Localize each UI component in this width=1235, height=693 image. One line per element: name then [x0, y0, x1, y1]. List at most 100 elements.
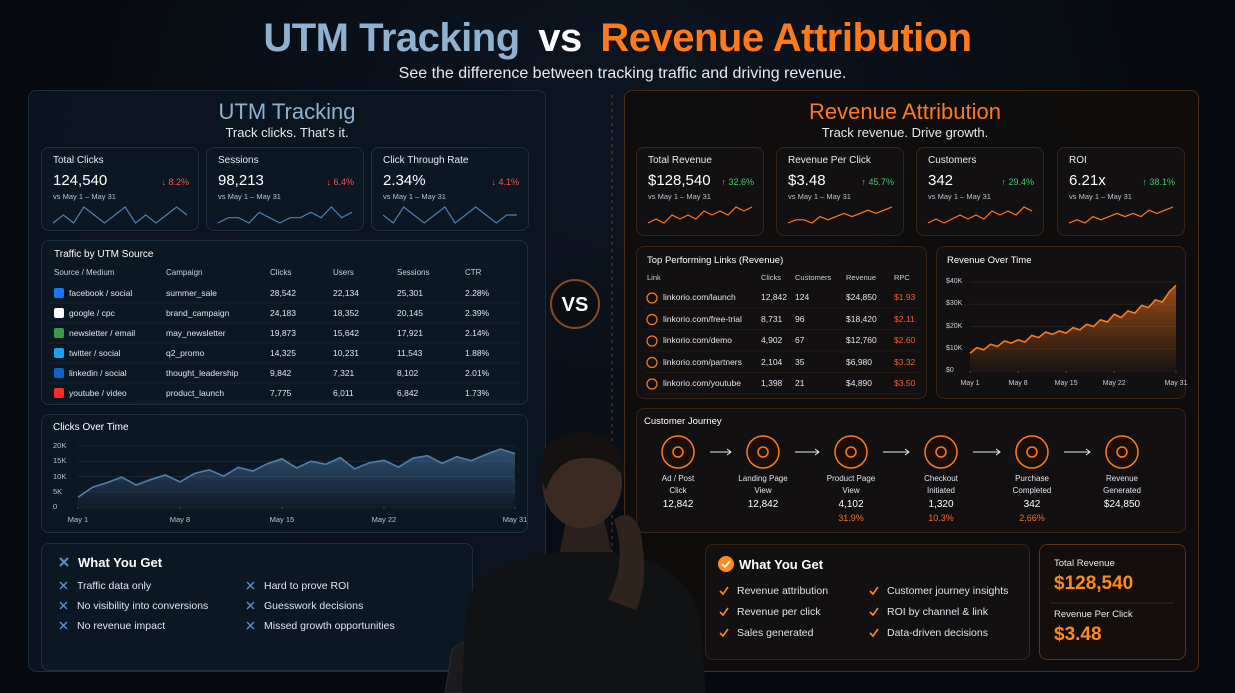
table-cell: linkorio.com/demo	[663, 335, 732, 345]
table-cell: youtube / video	[69, 388, 127, 398]
step-icon-glyph	[845, 446, 857, 458]
check-icon	[719, 586, 729, 596]
step-label: Product Page View	[826, 474, 876, 495]
table-cell: brand_campaign	[166, 308, 230, 318]
step-value: 12,842	[662, 499, 694, 510]
y-tick-label: 0	[53, 502, 58, 511]
benefit-item: Hard to prove ROI	[264, 580, 350, 592]
cross-icon	[59, 621, 68, 630]
column-header: CTR	[465, 268, 482, 277]
kpi-value: $128,540	[648, 172, 711, 189]
cross-icon	[246, 601, 255, 610]
kpi-period: vs May 1 – May 31	[1069, 192, 1132, 201]
table-cell: 25,301	[397, 288, 423, 298]
table-cell: 17,921	[397, 328, 423, 338]
kpi-card	[41, 147, 199, 231]
benefits-title: What You Get	[739, 557, 824, 572]
y-tick-label: $0	[946, 367, 954, 374]
table-cell: 35	[795, 356, 805, 367]
link-icon	[646, 335, 658, 347]
column-header: Users	[333, 268, 354, 277]
table-cell: 4,902	[761, 335, 783, 345]
kpi-card	[916, 147, 1044, 236]
column-header: Customers	[795, 273, 832, 282]
step-value: 12,842	[747, 499, 779, 510]
x-tick-label: May 22	[1102, 380, 1126, 387]
benefit-item: Traffic data only	[77, 580, 152, 592]
column-header: Source / Medium	[54, 268, 115, 277]
table-cell: 1.88%	[465, 348, 490, 358]
step-icon-glyph	[1026, 446, 1038, 458]
check-icon	[869, 586, 879, 596]
table-cell: product_launch	[166, 388, 225, 398]
column-header: Clicks	[270, 268, 292, 277]
table-cell: $3.32	[894, 356, 916, 367]
benefit-item: Revenue per click	[737, 606, 821, 618]
subtitle: See the difference between tracking traf…	[398, 65, 847, 82]
kpi-period: vs May 1 – May 31	[928, 192, 991, 201]
table-cell: $2.11	[894, 313, 915, 324]
source-icon	[54, 368, 64, 378]
link-icon	[646, 313, 658, 326]
kpi-value: $3.48	[788, 172, 826, 189]
step-value: 4,102	[838, 499, 864, 510]
sparkline	[1068, 206, 1174, 224]
x-tick-label: May 8	[169, 515, 191, 524]
table-cell: 1.73%	[465, 388, 490, 398]
step-label: Landing Page View	[738, 474, 788, 495]
check-icon	[719, 607, 729, 617]
table-cell: 15,642	[333, 328, 359, 338]
kpi-change: ↓ 4.1%	[491, 177, 519, 187]
check-icon	[719, 628, 729, 638]
kpi-period: vs May 1 – May 31	[53, 192, 116, 201]
step-label: Ad / Post Click	[661, 474, 695, 495]
torso	[462, 550, 706, 693]
benefits-card	[41, 543, 473, 671]
table-cell: google / cpc	[69, 308, 115, 318]
totals-card	[1039, 544, 1186, 660]
table-cell: 2.01%	[465, 368, 490, 378]
table-cell: q2_promo	[166, 348, 205, 358]
sparkline	[382, 206, 517, 224]
column-header: Clicks	[761, 273, 781, 282]
sparkline	[647, 206, 753, 224]
table-cell: 28,542	[270, 288, 296, 298]
table-cell: 6,011	[333, 388, 354, 398]
source-icon	[54, 348, 64, 358]
benefit-item: Guesswork decisions	[264, 600, 364, 612]
vs-badge	[550, 279, 600, 329]
table-cell: 21	[795, 378, 805, 388]
step-value: $24,850	[1103, 499, 1141, 510]
check-icon	[869, 607, 879, 617]
table-cell: $24,850	[846, 292, 877, 302]
table-cell: 12,842	[761, 292, 787, 302]
kpi-card	[206, 147, 364, 231]
column-header: Campaign	[166, 268, 203, 277]
step-rate: 2.66%	[1019, 513, 1045, 523]
table-cell: 9,842	[270, 368, 292, 378]
table-cell: 67	[795, 335, 805, 345]
benefit-item: Customer journey insights	[887, 585, 1009, 597]
link-icon	[646, 292, 658, 304]
x-tick-label: May 1	[67, 515, 89, 524]
table-cell: 124	[795, 292, 810, 302]
step-value: 1,320	[928, 499, 954, 510]
step-rate: 31.9%	[838, 513, 864, 523]
y-tick-label: 20K	[53, 441, 67, 450]
sparkline	[927, 206, 1033, 224]
table-cell: 2.39%	[465, 308, 490, 318]
benefit-item: Revenue attribution	[737, 585, 829, 597]
table-cell: 8,731	[761, 313, 783, 324]
y-tick-label: $20K	[946, 322, 963, 330]
y-tick-label: 15K	[53, 456, 67, 466]
table-cell: linkedin / social	[69, 368, 127, 378]
table-cell: 2,104	[761, 356, 783, 367]
column-header: RPC	[894, 273, 910, 282]
benefit-item: No revenue impact	[77, 620, 166, 632]
table-cell: 8,102	[397, 368, 419, 378]
title-vs: vs	[538, 16, 582, 60]
y-tick-label: $10K	[946, 344, 963, 352]
